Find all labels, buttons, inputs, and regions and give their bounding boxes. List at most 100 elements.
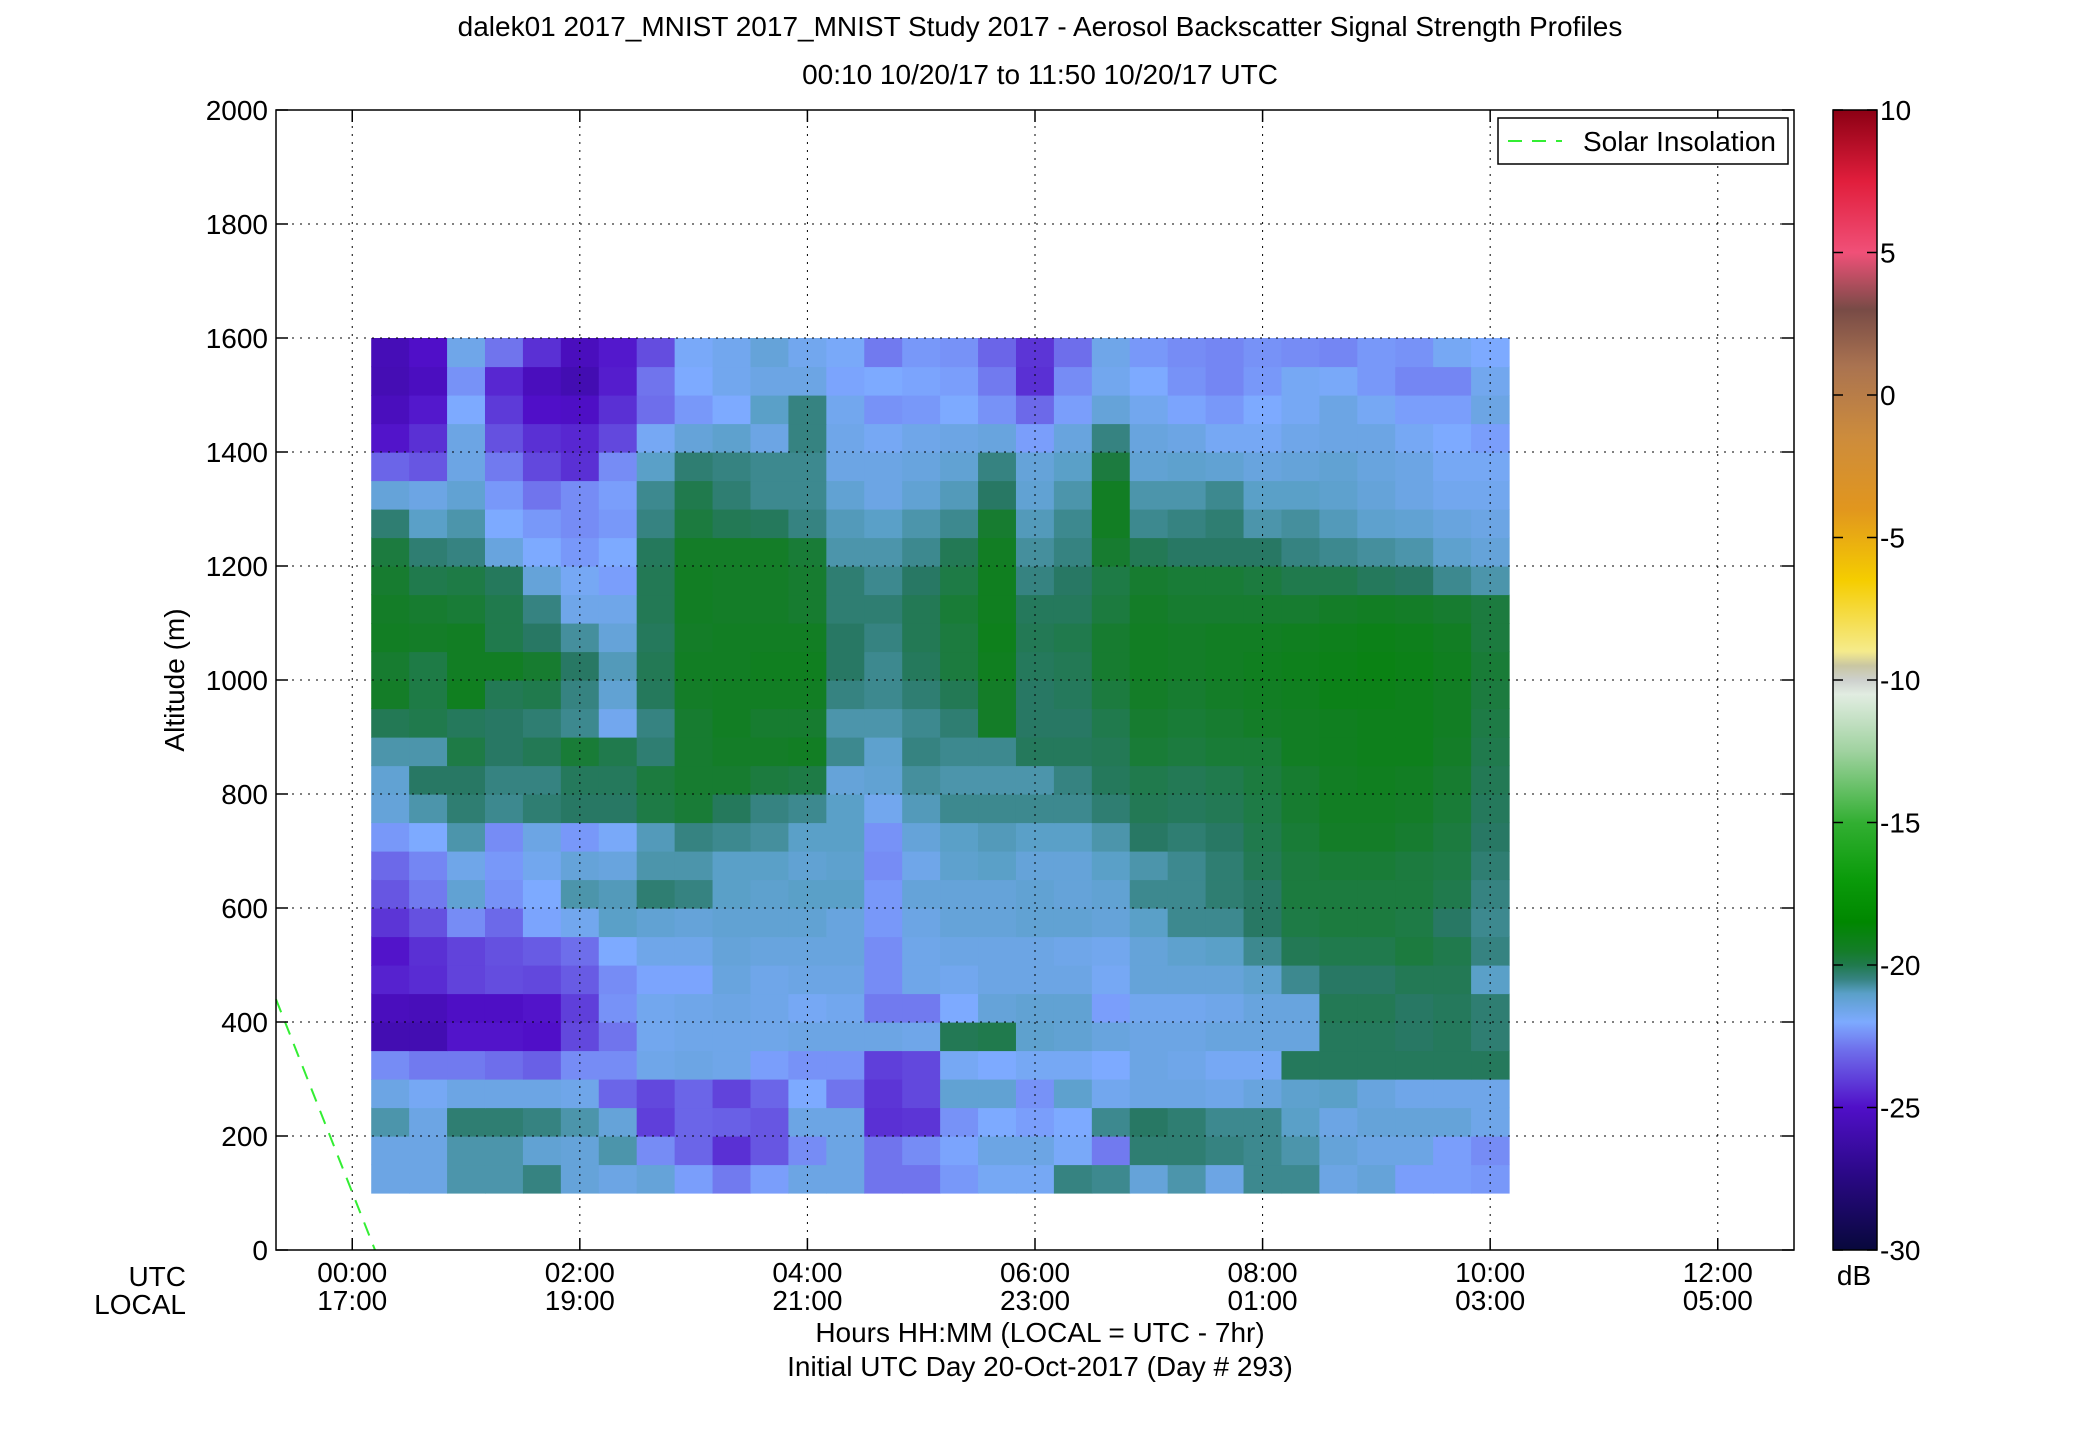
heatmap-cell: [826, 851, 865, 881]
heatmap-cell: [1395, 509, 1434, 539]
heatmap-cell: [447, 794, 486, 824]
heatmap-cell: [1205, 594, 1245, 624]
heatmap-cell: [1091, 480, 1131, 510]
heatmap-cell: [1471, 708, 1510, 738]
heatmap-cell: [1433, 680, 1472, 710]
heatmap-cell: [636, 537, 676, 567]
heatmap-cell: [1129, 1136, 1169, 1166]
heatmap-cell: [826, 908, 865, 938]
x-tick-label-utc: 04:00: [772, 1257, 842, 1288]
heatmap-cell: [902, 822, 941, 852]
heatmap-cell: [1015, 765, 1055, 795]
heatmap-cell: [940, 908, 979, 938]
heatmap-cell: [371, 509, 410, 539]
heatmap-cell: [864, 1022, 903, 1052]
heatmap-cell: [1167, 936, 1207, 966]
heatmap-cell: [940, 1136, 979, 1166]
heatmap-cell: [1091, 423, 1131, 453]
heatmap-cell: [978, 1022, 1017, 1052]
heatmap-cell: [1433, 794, 1472, 824]
heatmap-cell: [1319, 623, 1358, 653]
heatmap-cell: [826, 423, 865, 453]
heatmap-cell: [1129, 395, 1169, 425]
heatmap-cell: [1053, 1136, 1093, 1166]
heatmap-cell: [1395, 1164, 1434, 1194]
heatmap-cell: [1357, 794, 1396, 824]
heatmap-cell: [447, 566, 486, 596]
heatmap-cell: [598, 851, 638, 881]
heatmap-cell: [674, 680, 714, 710]
heatmap-cell: [636, 708, 676, 738]
heatmap-cell: [940, 423, 979, 453]
heatmap-cell: [1129, 708, 1169, 738]
heatmap-cell: [978, 651, 1017, 681]
heatmap-cell: [864, 651, 903, 681]
heatmap-cell: [409, 566, 448, 596]
heatmap-cell: [1091, 737, 1131, 767]
heatmap-cell: [1053, 794, 1093, 824]
heatmap-cell: [636, 794, 676, 824]
heatmap-cell: [712, 1107, 752, 1137]
heatmap-cell: [636, 1022, 676, 1052]
heatmap-cell: [409, 537, 448, 567]
heatmap-cell: [1053, 993, 1093, 1023]
heatmap-cell: [1433, 1079, 1472, 1109]
heatmap-cell: [371, 452, 410, 482]
heatmap-cell: [484, 1136, 524, 1166]
colorbar-unit-label: dB: [1837, 1260, 1871, 1291]
heatmap-cell: [1091, 908, 1131, 938]
heatmap-cell: [712, 1050, 752, 1080]
heatmap-cell: [1091, 993, 1131, 1023]
heatmap-cell: [1015, 708, 1055, 738]
heatmap-cell: [1167, 822, 1207, 852]
heatmap-cell: [902, 651, 941, 681]
heatmap-cell: [1433, 965, 1472, 995]
heatmap-cell: [447, 765, 486, 795]
heatmap-cell: [1091, 537, 1131, 567]
heatmap-cell: [636, 908, 676, 938]
heatmap-cell: [636, 509, 676, 539]
heatmap-cell: [750, 1164, 790, 1194]
heatmap-cell: [864, 936, 903, 966]
heatmap-cell: [1243, 765, 1283, 795]
heatmap-cell: [902, 366, 941, 396]
heatmap-cell: [560, 1164, 600, 1194]
heatmap-cell: [826, 993, 865, 1023]
heatmap-cell: [447, 452, 486, 482]
heatmap-cell: [1091, 794, 1131, 824]
heatmap-cell: [1129, 765, 1169, 795]
heatmap-cell: [940, 1107, 979, 1137]
heatmap-cell: [636, 822, 676, 852]
heatmap-cell: [484, 366, 524, 396]
heatmap-cell: [1167, 879, 1207, 909]
heatmap-cell: [522, 366, 562, 396]
heatmap-cell: [1281, 965, 1320, 995]
heatmap-cell: [1281, 1079, 1320, 1109]
heatmap-cell: [1053, 338, 1093, 368]
heatmap-cell: [902, 395, 941, 425]
heatmap-cell: [1357, 1050, 1396, 1080]
heatmap-cell: [1053, 737, 1093, 767]
heatmap-cell: [750, 1136, 790, 1166]
heatmap-cell: [371, 338, 410, 368]
heatmap-cell: [484, 765, 524, 795]
heatmap-cell: [1395, 537, 1434, 567]
heatmap-cell: [522, 708, 562, 738]
heatmap-cell: [1357, 965, 1396, 995]
heatmap-cell: [636, 879, 676, 909]
heatmap-cell: [560, 993, 600, 1023]
heatmap-cell: [902, 509, 941, 539]
heatmap-cell: [674, 480, 714, 510]
heatmap-cell: [750, 480, 790, 510]
heatmap-cell: [940, 480, 979, 510]
heatmap-cell: [1395, 480, 1434, 510]
heatmap-cell: [447, 1164, 486, 1194]
heatmap-cell: [1167, 338, 1207, 368]
heatmap-cell: [674, 1079, 714, 1109]
heatmap-cell: [484, 452, 524, 482]
heatmap-cell: [522, 680, 562, 710]
legend-label: Solar Insolation: [1583, 126, 1776, 157]
heatmap-cell: [598, 338, 638, 368]
heatmap-cell: [902, 1022, 941, 1052]
heatmap-cell: [1471, 765, 1510, 795]
